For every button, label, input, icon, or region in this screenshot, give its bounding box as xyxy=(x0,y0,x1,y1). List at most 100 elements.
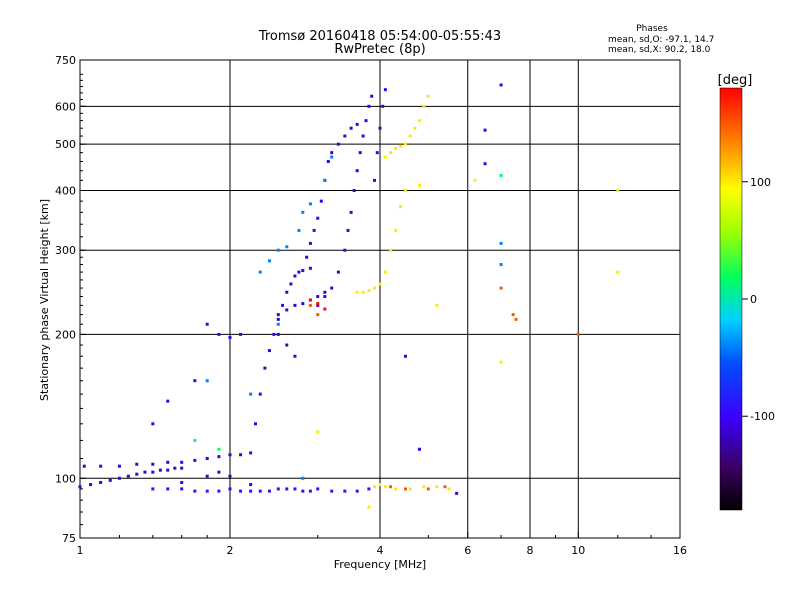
data-point xyxy=(473,178,477,182)
data-point xyxy=(343,134,347,138)
data-point xyxy=(323,295,327,299)
data-point xyxy=(330,286,334,290)
data-point xyxy=(323,290,327,294)
data-point xyxy=(151,462,155,466)
data-point xyxy=(166,399,170,403)
data-point xyxy=(272,332,276,336)
data-point xyxy=(499,241,503,245)
data-point xyxy=(281,303,285,307)
data-point xyxy=(180,487,184,491)
data-point xyxy=(135,462,139,466)
data-point xyxy=(499,286,503,290)
data-point xyxy=(370,94,374,98)
data-point xyxy=(323,307,327,311)
y-axis-label: Stationary phase Virtual Height [km] xyxy=(38,199,51,401)
data-point xyxy=(117,476,121,480)
data-point xyxy=(276,313,280,317)
data-point xyxy=(426,94,430,98)
data-point xyxy=(389,151,393,155)
data-point xyxy=(378,126,382,130)
data-point xyxy=(355,169,359,173)
data-point xyxy=(276,332,280,336)
data-point xyxy=(316,302,320,306)
data-point xyxy=(308,241,312,245)
data-point xyxy=(316,303,320,307)
data-point xyxy=(308,489,312,493)
data-point xyxy=(349,210,353,214)
colorbar-label: [deg] xyxy=(718,73,753,88)
data-point xyxy=(358,151,362,155)
phase-box-line-o: mean, sd,O: -97.1, 14.7 xyxy=(608,35,714,45)
data-points xyxy=(78,83,620,509)
data-point xyxy=(258,489,262,493)
data-point xyxy=(205,474,209,478)
data-point xyxy=(239,453,243,457)
data-point xyxy=(403,188,407,192)
data-point xyxy=(180,460,184,464)
data-point xyxy=(389,248,393,252)
data-point xyxy=(373,178,377,182)
data-point xyxy=(499,360,503,364)
data-point xyxy=(258,392,262,396)
data-point xyxy=(378,483,382,487)
data-point xyxy=(422,485,426,489)
data-point xyxy=(293,487,297,491)
data-point xyxy=(330,151,334,155)
data-point xyxy=(78,485,82,489)
data-point xyxy=(499,173,503,177)
data-point xyxy=(301,302,305,306)
data-point xyxy=(426,487,430,491)
data-point xyxy=(117,464,121,468)
data-point xyxy=(193,379,197,383)
data-point xyxy=(135,472,139,476)
y-tick-label: 200 xyxy=(55,328,76,341)
data-point xyxy=(308,266,312,270)
y-tick-label: 300 xyxy=(55,244,76,257)
data-point xyxy=(267,489,271,493)
chart-subtitle: RwPretec (8p) xyxy=(334,42,425,57)
data-point xyxy=(399,205,403,209)
x-tick-label: 10 xyxy=(571,544,585,557)
data-point xyxy=(316,313,320,317)
y-tick-label: 500 xyxy=(55,138,76,151)
data-point xyxy=(367,505,371,509)
data-point xyxy=(316,216,320,220)
phase-box-heading: Phases xyxy=(636,24,668,34)
data-point xyxy=(263,366,267,370)
x-tick-label: 2 xyxy=(227,544,234,557)
data-point xyxy=(293,303,297,307)
x-tick-label: 6 xyxy=(464,544,471,557)
data-point xyxy=(289,282,293,286)
data-point xyxy=(285,343,289,347)
data-point xyxy=(367,104,371,108)
data-point xyxy=(352,188,356,192)
data-point xyxy=(308,303,312,307)
data-point xyxy=(399,144,403,148)
data-point xyxy=(511,313,515,317)
data-point xyxy=(326,159,330,163)
data-point xyxy=(308,298,312,302)
data-point xyxy=(151,422,155,426)
data-point xyxy=(312,228,316,232)
data-point xyxy=(355,290,359,294)
data-point xyxy=(381,104,385,108)
data-point xyxy=(217,489,221,493)
data-point xyxy=(403,487,407,491)
data-point xyxy=(394,487,398,491)
data-point xyxy=(258,270,262,274)
data-point xyxy=(205,489,209,493)
data-point xyxy=(89,483,93,487)
y-axis-ticks: 75 100 200 300 400 500 600 750 xyxy=(55,54,86,545)
grid-lines xyxy=(80,60,680,538)
data-point xyxy=(166,487,170,491)
data-point xyxy=(355,489,359,493)
data-point xyxy=(447,487,451,491)
data-point xyxy=(367,487,371,491)
data-point xyxy=(330,489,334,493)
y-tick-label: 100 xyxy=(55,472,76,485)
y-tick-label: 750 xyxy=(55,54,76,67)
x-axis-label: Frequency [MHz] xyxy=(334,558,426,571)
data-point xyxy=(276,317,280,321)
data-point xyxy=(383,88,387,92)
data-point xyxy=(301,476,305,480)
